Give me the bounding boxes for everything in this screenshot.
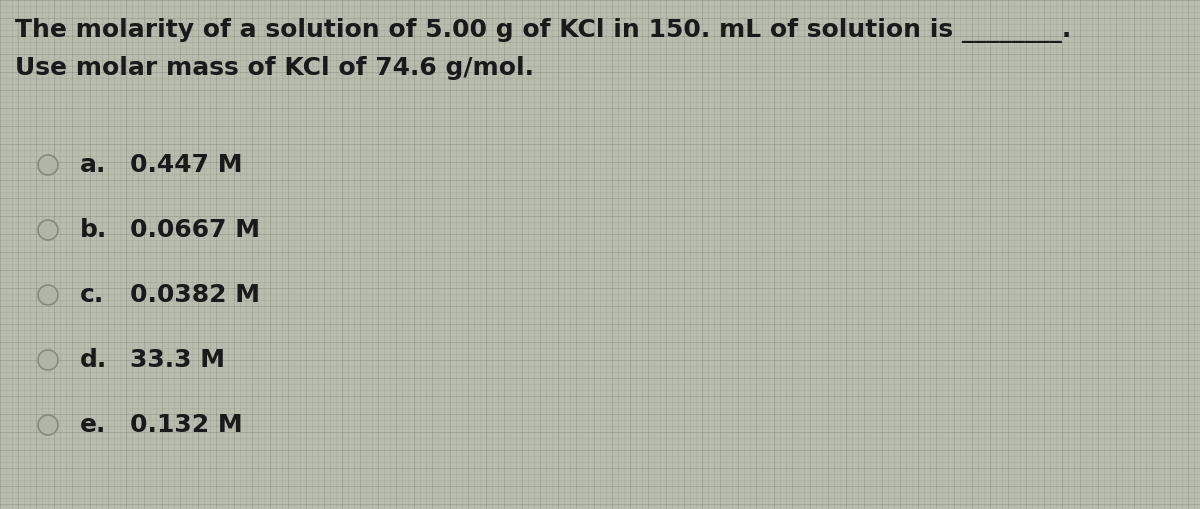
- Text: 0.0667 M: 0.0667 M: [130, 218, 260, 242]
- Text: e.: e.: [80, 413, 107, 437]
- Circle shape: [38, 155, 58, 175]
- Text: 0.447 M: 0.447 M: [130, 153, 242, 177]
- Circle shape: [38, 350, 58, 370]
- Text: The molarity of a solution of 5.00 g of KCl in 150. mL of solution is ________.: The molarity of a solution of 5.00 g of …: [14, 18, 1072, 43]
- Text: a.: a.: [80, 153, 107, 177]
- Text: 33.3 M: 33.3 M: [130, 348, 226, 372]
- Circle shape: [38, 285, 58, 305]
- Text: Use molar mass of KCl of 74.6 g/mol.: Use molar mass of KCl of 74.6 g/mol.: [14, 56, 534, 80]
- Text: 0.0382 M: 0.0382 M: [130, 283, 260, 307]
- Text: d.: d.: [80, 348, 107, 372]
- Text: 0.132 M: 0.132 M: [130, 413, 242, 437]
- Text: b.: b.: [80, 218, 107, 242]
- Circle shape: [38, 220, 58, 240]
- Circle shape: [38, 415, 58, 435]
- Text: c.: c.: [80, 283, 104, 307]
